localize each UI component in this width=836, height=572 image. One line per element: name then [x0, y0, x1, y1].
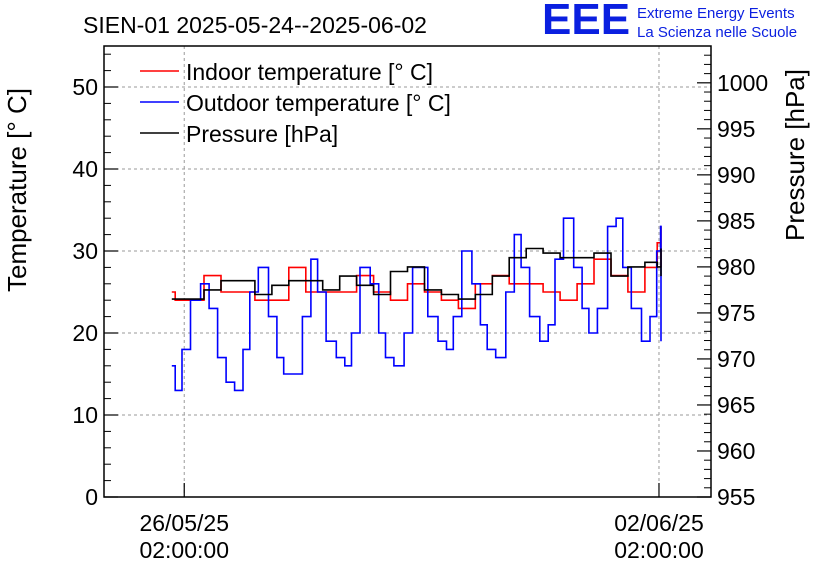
y2-tick-label: 1000	[717, 70, 768, 96]
y2-tick-label: 955	[717, 484, 755, 510]
plot-frame	[103, 45, 712, 498]
y-tick-label: 40	[72, 156, 98, 182]
x-tick-date: 26/05/25	[139, 510, 229, 536]
y2-tick-label: 965	[717, 392, 755, 418]
legend-label-indoor: Indoor temperature [° C]	[186, 59, 433, 85]
legend-label-outdoor: Outdoor temperature [° C]	[186, 90, 451, 116]
logo-text: Extreme Energy Events La Scienza nelle S…	[637, 4, 797, 42]
y2-tick-label: 975	[717, 300, 755, 326]
y2-axis-label: Pressure [hPa]	[780, 69, 810, 241]
grid-layer	[104, 46, 711, 497]
y-tick-label: 50	[72, 74, 98, 100]
y-tick-label: 30	[72, 238, 98, 264]
legend-label-pressure: Pressure [hPa]	[186, 121, 338, 147]
y-tick-label: 0	[85, 484, 98, 510]
logo-line-1: Extreme Energy Events	[637, 5, 795, 22]
y2-tick-label: 990	[717, 162, 755, 188]
legend: Indoor temperature [° C] Outdoor tempera…	[140, 59, 451, 147]
x-tick-time: 02:00:00	[614, 537, 704, 563]
pressure-line	[171, 247, 662, 300]
axis-layer: 0 10 20 30 40 50 955 960 965 970 975 980 985 990 995 10…	[72, 45, 768, 563]
y2-tick-label: 985	[717, 208, 755, 234]
y2-tick-label: 960	[717, 438, 755, 464]
series-layer	[171, 217, 662, 392]
y2-tick-label: 970	[717, 346, 755, 372]
y-axis-label: Temperature [° C]	[2, 88, 32, 292]
y-tick-label: 20	[72, 320, 98, 346]
y-tick-label: 10	[72, 402, 98, 428]
logo-letters: EEE	[542, 0, 631, 44]
y2-tick-label: 980	[717, 254, 755, 280]
x-tick-time: 02:00:00	[139, 537, 229, 563]
chart-title: SIEN-01 2025-05-24--2025-06-02	[83, 12, 427, 38]
x-tick-date: 02/06/25	[614, 510, 704, 536]
y2-tick-label: 995	[717, 116, 755, 142]
outdoor-temperature-line	[171, 217, 662, 392]
logo-line-2: La Scienza nelle Scuole	[637, 24, 798, 41]
